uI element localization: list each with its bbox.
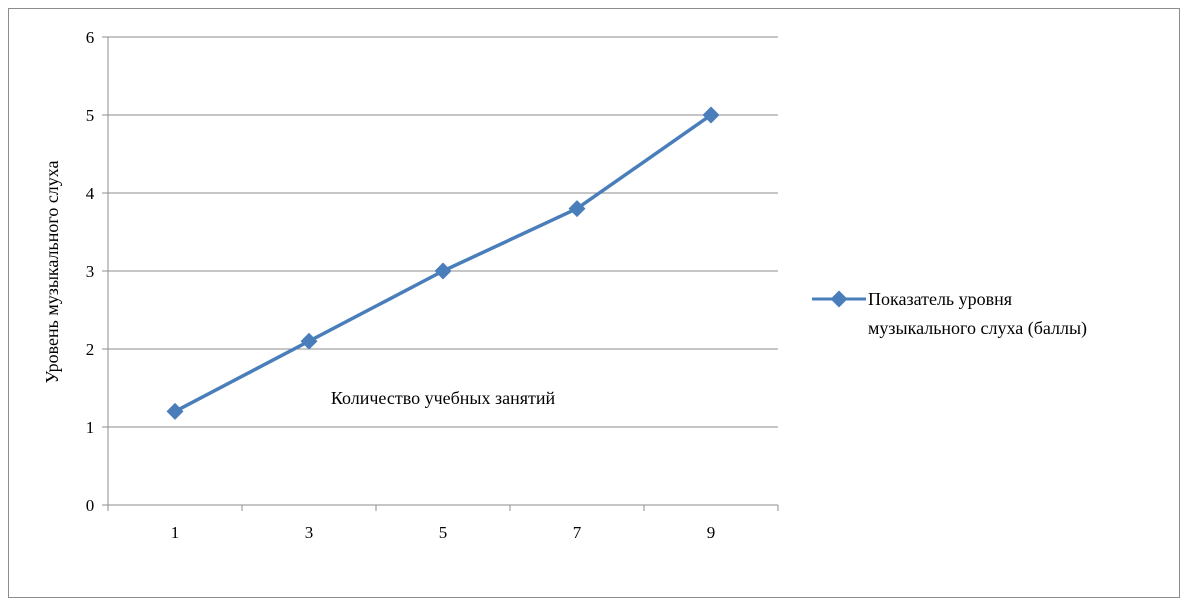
data-point-marker <box>434 262 452 280</box>
legend-label-line-1: Показатель уровня <box>868 289 1012 309</box>
y-tick-label: 5 <box>86 106 95 125</box>
y-axis-title: Уровень музыкального слуха <box>42 160 62 383</box>
x-tick-label: 5 <box>439 523 448 542</box>
legend: Показатель уровня музыкального слуха (ба… <box>812 289 1087 339</box>
series-group <box>166 106 720 420</box>
data-point-marker <box>702 106 720 124</box>
gridlines <box>108 36 778 428</box>
x-tick-labels: 1 3 5 7 9 <box>171 523 716 542</box>
y-tick-label: 0 <box>86 496 95 515</box>
x-tick-label: 3 <box>305 523 314 542</box>
legend-label-line-2: музыкального слуха (баллы) <box>868 318 1087 339</box>
y-tick-label: 4 <box>86 184 95 203</box>
x-tick-label: 1 <box>171 523 180 542</box>
data-point-marker <box>568 200 586 218</box>
x-tick-label: 7 <box>573 523 582 542</box>
y-tick-label: 3 <box>86 262 95 281</box>
x-tick-label: 9 <box>707 523 716 542</box>
chart-frame <box>8 8 1180 598</box>
data-point-marker <box>300 332 318 350</box>
y-tick-label: 2 <box>86 340 95 359</box>
data-point-marker <box>166 402 184 420</box>
legend-diamond-marker <box>830 290 848 308</box>
x-axis-title: Количество учебных занятий <box>331 388 556 408</box>
y-tick-label: 6 <box>86 28 95 47</box>
axes <box>102 36 779 511</box>
y-tick-labels: 0 1 2 3 4 5 6 <box>86 28 95 515</box>
y-tick-label: 1 <box>86 418 95 437</box>
